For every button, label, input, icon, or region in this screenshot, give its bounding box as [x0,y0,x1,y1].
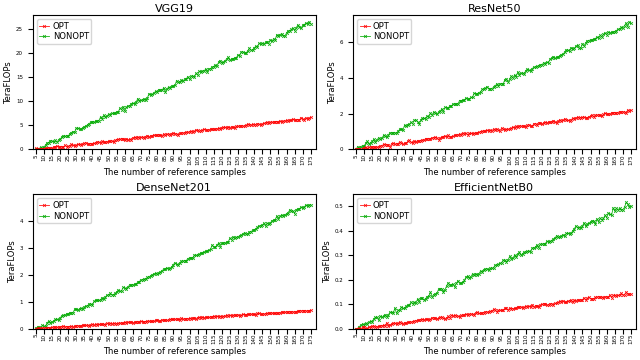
NONOPT [622,200,630,204]
Title: DenseNet201: DenseNet201 [136,184,212,193]
Title: VGG19: VGG19 [155,4,194,14]
Y-axis label: TeraFLOPs: TeraFLOPs [4,61,13,104]
OPT [278,310,285,314]
NONOPT [627,21,635,26]
NONOPT [278,32,285,36]
Line: OPT: OPT [355,291,632,330]
Line: NONOPT: NONOPT [35,203,312,330]
OPT [627,292,635,296]
OPT [205,128,212,132]
NONOPT [627,204,635,208]
NONOPT [352,327,360,331]
OPT [403,321,410,325]
OPT [265,311,273,315]
OPT [516,123,524,128]
Line: OPT: OPT [35,116,312,151]
OPT [524,305,531,309]
OPT [307,115,315,120]
NONOPT [280,214,287,218]
OPT [32,146,40,150]
OPT [352,147,360,151]
NONOPT [585,221,593,225]
OPT [600,112,607,117]
OPT [404,139,412,144]
OPT [587,114,595,118]
Legend: OPT, NONOPT: OPT, NONOPT [37,198,92,223]
X-axis label: The number of reference samples: The number of reference samples [423,167,566,176]
NONOPT [524,67,531,71]
Line: NONOPT: NONOPT [355,21,632,151]
OPT [598,295,605,299]
Title: EfficientNetB0: EfficientNetB0 [454,184,534,193]
NONOPT [585,39,593,43]
OPT [627,108,635,112]
NONOPT [204,69,211,74]
OPT [514,305,522,309]
Y-axis label: TeraFLOPs: TeraFLOPs [323,240,332,283]
Line: NONOPT: NONOPT [35,21,312,151]
NONOPT [265,41,273,46]
OPT [622,290,630,294]
NONOPT [514,70,522,74]
NONOPT [598,218,605,222]
OPT [226,125,234,130]
NONOPT [545,60,552,65]
OPT [204,315,211,320]
OPT [624,108,632,112]
NONOPT [37,327,45,331]
NONOPT [32,326,40,330]
NONOPT [307,203,315,207]
OPT [525,122,533,127]
NONOPT [225,55,232,59]
OPT [194,315,202,320]
OPT [280,119,287,123]
OPT [357,147,365,152]
OPT [585,295,593,300]
OPT [307,308,315,312]
Y-axis label: TeraFLOPs: TeraFLOPs [328,61,337,104]
OPT [37,147,45,152]
Legend: OPT, NONOPT: OPT, NONOPT [357,198,412,223]
Line: NONOPT: NONOPT [355,201,632,330]
Line: OPT: OPT [35,309,312,330]
OPT [352,327,360,331]
OPT [32,327,40,331]
OPT [84,142,92,147]
NONOPT [205,248,212,252]
Line: OPT: OPT [355,109,632,151]
NONOPT [305,203,313,207]
NONOPT [514,252,522,256]
NONOPT [226,236,234,240]
NONOPT [403,124,410,129]
NONOPT [524,249,531,253]
NONOPT [194,73,202,77]
NONOPT [545,240,552,244]
X-axis label: The number of reference samples: The number of reference samples [423,347,566,356]
NONOPT [82,124,90,128]
OPT [547,120,554,124]
NONOPT [32,147,40,152]
NONOPT [307,22,315,26]
OPT [195,129,203,134]
OPT [545,303,552,307]
NONOPT [84,303,92,308]
Legend: OPT, NONOPT: OPT, NONOPT [37,19,92,44]
Title: ResNet50: ResNet50 [468,4,521,14]
NONOPT [598,35,605,39]
X-axis label: The number of reference samples: The number of reference samples [102,347,246,356]
NONOPT [266,221,274,225]
NONOPT [403,304,410,309]
NONOPT [625,20,633,24]
NONOPT [195,252,203,256]
OPT [225,314,232,318]
Y-axis label: TeraFLOPs: TeraFLOPs [8,240,17,283]
NONOPT [352,147,360,152]
Legend: OPT, NONOPT: OPT, NONOPT [357,19,412,44]
NONOPT [305,20,313,24]
OPT [82,323,90,328]
X-axis label: The number of reference samples: The number of reference samples [102,167,246,176]
OPT [266,120,274,124]
